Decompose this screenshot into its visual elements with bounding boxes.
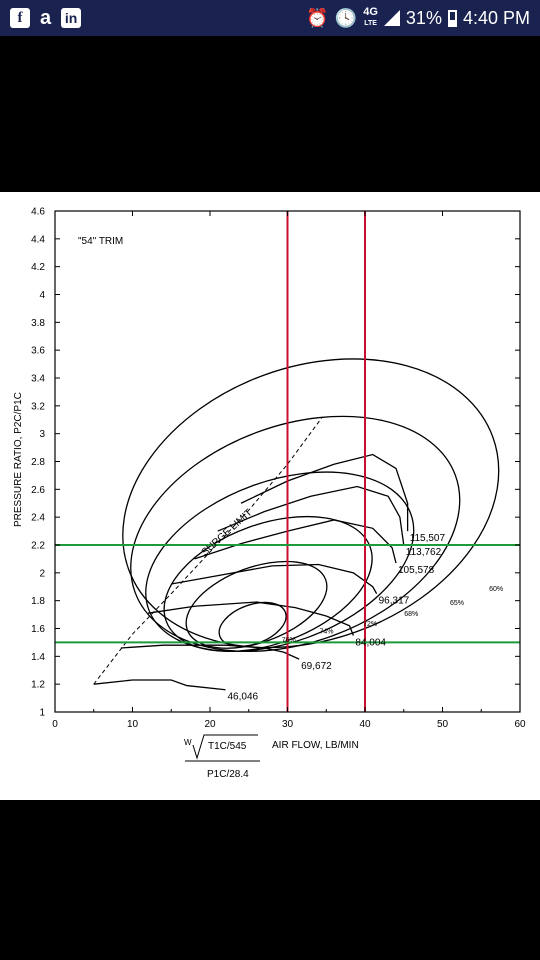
battery-percent: 31%	[405, 7, 442, 28]
tick-labels: 0 10 20 30 40 50 60 1 1.2 1.4 1.6 1.8 2 2.2 2.4 2.6 2.8 3…	[31, 207, 526, 731]
formula-denominator: P1C/28.4	[207, 769, 249, 780]
speed-line-label: 115,507	[410, 533, 446, 544]
speed-line-label: 46,046	[228, 692, 259, 703]
network-subtype: LTE	[364, 20, 377, 27]
sqrt-symbol	[192, 734, 258, 760]
clock-time: 4:40 PM	[462, 7, 530, 28]
y-tick-label: 4.4	[31, 234, 45, 245]
efficiency-label: 65%	[450, 600, 464, 607]
y-tick-label: 2.8	[31, 457, 45, 468]
speed-line	[217, 485, 405, 546]
y-tick-label: 2	[39, 568, 45, 579]
x-tick-label: 50	[437, 719, 449, 730]
chart-panel: 0 10 20 30 40 50 60 1 1.2 1.4 1.6 1.8 2 2.2 2.4 2.6 2.8 3…	[0, 192, 540, 800]
speed-line	[194, 519, 397, 564]
x-tick-label: 30	[282, 719, 294, 730]
system-icons: ⏰ 🕓 4G LTE 31% 4:40 PM	[306, 7, 530, 29]
network-icon: 4G LTE	[363, 7, 378, 29]
speed-line-label: 69,672	[301, 661, 332, 672]
x-tick-label: 40	[359, 719, 371, 730]
chart-title: "54" TRIM	[78, 236, 123, 247]
y-tick-label: 1.8	[31, 596, 45, 607]
y-tick-label: 1	[39, 708, 45, 719]
speed-line	[93, 679, 226, 691]
facebook-icon: f	[10, 8, 30, 28]
y-tick-label: 3.4	[31, 374, 45, 385]
data-labels: 46,046 69,672 84,004 96,317 105,578 113,762 11…	[228, 533, 504, 703]
speed-line	[120, 644, 300, 660]
signal-icon	[383, 10, 400, 26]
surge-limit	[93, 416, 323, 685]
clock-icon: 🕓	[334, 7, 358, 28]
y-tick-label: 3.2	[31, 401, 45, 412]
x-tick-label: 60	[514, 719, 526, 730]
efficiency-islands	[122, 358, 500, 653]
efficiency-label: 72%	[363, 621, 377, 628]
battery-icon	[447, 9, 457, 27]
compressor-map-chart: 0 10 20 30 40 50 60 1 1.2 1.4 1.6 1.8 2 2.2 2.4 2.6 2.8 3…	[13, 207, 526, 781]
speed-line	[147, 601, 354, 636]
linkedin-icon: in	[61, 8, 82, 28]
efficiency-island	[145, 471, 415, 652]
network-type: 4G	[363, 6, 378, 18]
speed-line-label: 96,317	[379, 596, 410, 607]
efficiency-island	[163, 515, 373, 652]
y-tick-label: 3	[39, 429, 45, 440]
surge-limit-line	[93, 416, 323, 685]
surge-limit-label: SURGE LIMIT	[200, 507, 255, 558]
y-tick-label: 4.2	[31, 262, 45, 273]
efficiency-island	[130, 415, 461, 653]
efficiency-label: 68%	[404, 611, 418, 618]
alarm-icon: ⏰	[306, 7, 329, 28]
formula-numerator: T1C/545	[208, 741, 247, 752]
x-tick-label: 10	[127, 719, 139, 730]
efficiency-label: 74%	[319, 628, 333, 635]
amazon-icon: a	[40, 6, 52, 29]
y-tick-label: 1.2	[31, 680, 45, 691]
formula-w: W	[184, 738, 192, 747]
axes	[54, 210, 521, 713]
y-tick-label: 3.8	[31, 318, 45, 329]
y-tick-label: 1.4	[31, 652, 45, 663]
y-tick-label: 2.4	[31, 513, 45, 524]
x-tick-label: 0	[52, 719, 58, 730]
x-axis-label: AIR FLOW, LB/MIN	[272, 740, 359, 751]
efficiency-island	[122, 358, 500, 649]
status-bar: f a in ⏰ 🕓 4G LTE 31% 4:40 PM	[0, 0, 540, 36]
y-tick-label: 3.6	[31, 346, 45, 357]
y-axis-label: PRESSURE RATIO, P2C/P1C	[13, 392, 24, 527]
reference-lines	[55, 211, 520, 712]
y-tick-label: 2.2	[31, 541, 45, 552]
speed-line-label: 84,004	[355, 637, 386, 648]
notification-icons: f a in	[10, 6, 82, 30]
x-tick-label: 20	[204, 719, 216, 730]
y-tick-label: 4	[39, 290, 45, 301]
y-tick-label: 2.6	[31, 485, 45, 496]
speed-line	[171, 563, 378, 595]
efficiency-label: 76%	[282, 637, 296, 644]
flow-formula: W T1C/545 P1C/28.4	[184, 734, 260, 780]
efficiency-label: 60%	[489, 586, 503, 593]
y-tick-label: 4.6	[31, 207, 45, 218]
y-tick-label: 1.6	[31, 624, 45, 635]
speed-lines	[93, 453, 409, 691]
speed-line-label: 113,762	[406, 547, 442, 558]
speed-line-label: 105,578	[398, 565, 435, 576]
